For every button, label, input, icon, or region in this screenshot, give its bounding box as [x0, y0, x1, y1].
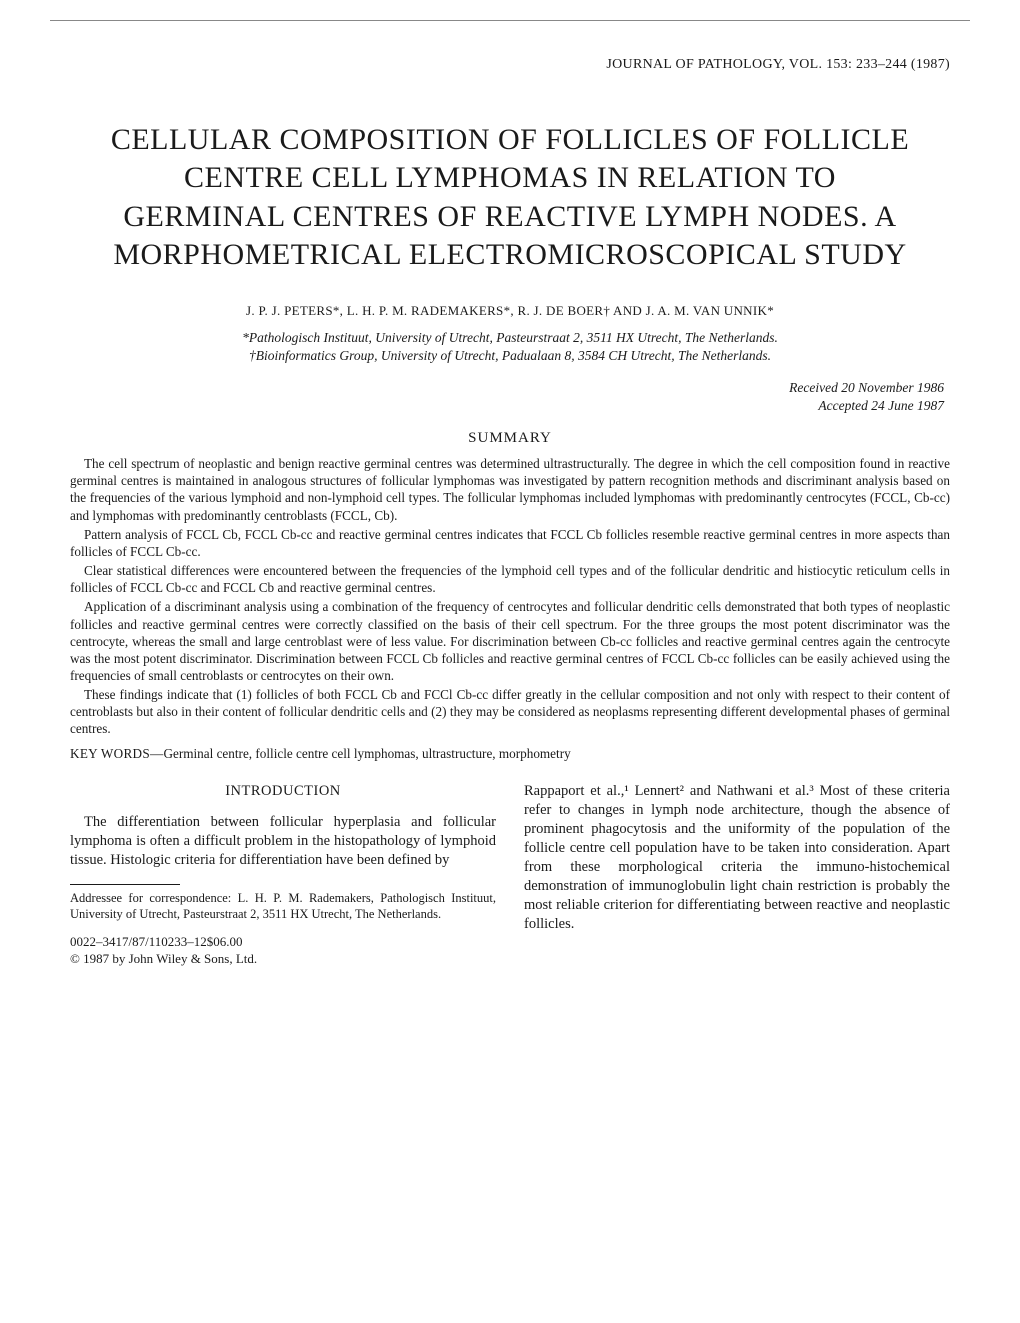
copyright-block: 0022–3417/87/110233–12$06.00 © 1987 by J…: [70, 934, 496, 968]
correspondence-footnote: Addressee for correspondence: L. H. P. M…: [70, 890, 496, 922]
summary-p4: Application of a discriminant analysis u…: [70, 598, 950, 684]
intro-paragraph-left: The differentiation between follicular h…: [70, 813, 496, 870]
accepted-date: Accepted 24 June 1987: [70, 397, 944, 415]
keywords-line: KEY WORDS—Germinal centre, follicle cent…: [70, 746, 950, 762]
dates-block: Received 20 November 1986 Accepted 24 Ju…: [70, 379, 944, 414]
summary-heading: SUMMARY: [70, 430, 950, 447]
affiliations: *Pathologisch Instituut, University of U…: [70, 329, 950, 365]
body-columns: INTRODUCTION The differentiation between…: [70, 782, 950, 968]
received-date: Received 20 November 1986: [70, 379, 944, 397]
journal-header: JOURNAL OF PATHOLOGY, VOL. 153: 233–244 …: [70, 57, 950, 73]
summary-p3: Clear statistical differences were encou…: [70, 562, 950, 596]
summary-p2: Pattern analysis of FCCL Cb, FCCL Cb-cc …: [70, 526, 950, 560]
issn-line: 0022–3417/87/110233–12$06.00: [70, 934, 496, 951]
copyright-line: © 1987 by John Wiley & Sons, Ltd.: [70, 951, 496, 968]
footnote-rule: [70, 884, 180, 885]
authors-line: J. P. J. PETERS*, L. H. P. M. RADEMAKERS…: [70, 303, 950, 319]
intro-paragraph-right: Rappaport et al.,¹ Lennert² and Nathwani…: [524, 782, 950, 935]
right-column: Rappaport et al.,¹ Lennert² and Nathwani…: [524, 782, 950, 968]
affiliation-1: *Pathologisch Instituut, University of U…: [70, 329, 950, 347]
keywords-text: Germinal centre, follicle centre cell ly…: [163, 746, 570, 761]
article-title: CELLULAR COMPOSITION OF FOLLICLES OF FOL…: [100, 121, 920, 275]
left-column: INTRODUCTION The differentiation between…: [70, 782, 496, 968]
introduction-heading: INTRODUCTION: [70, 782, 496, 801]
summary-p1: The cell spectrum of neoplastic and beni…: [70, 455, 950, 524]
affiliation-2: †Bioinformatics Group, University of Utr…: [70, 347, 950, 365]
keywords-label: KEY WORDS—: [70, 746, 163, 761]
summary-p5: These findings indicate that (1) follicl…: [70, 686, 950, 737]
summary-block: The cell spectrum of neoplastic and beni…: [70, 455, 950, 738]
